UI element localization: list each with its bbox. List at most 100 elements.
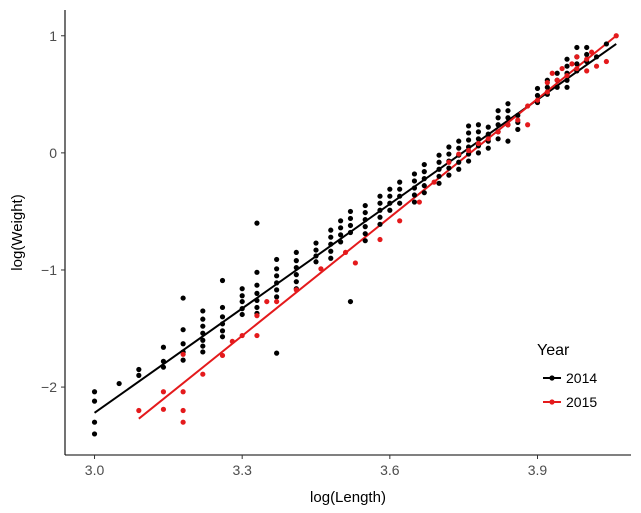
data-point-2015 [180,389,186,395]
data-point-2015 [589,49,595,55]
data-point-2014 [239,298,245,305]
data-point-2015 [200,371,206,377]
data-point-2014 [603,41,609,47]
data-point-2014 [338,218,344,224]
data-point-2015 [475,140,482,147]
data-point-2014 [584,51,590,58]
data-point-2014 [293,272,299,278]
data-point-2014 [347,298,354,305]
data-point-2014 [574,61,580,67]
axes: 3.0 3.3 3.6 3.9 −2 −1 0 1 log(Length) log(Weight) [9,10,631,506]
data-point-2014 [436,166,442,172]
data-point-2014 [544,84,550,90]
data-point-2014 [446,144,452,150]
legend-title: Year [537,342,570,359]
data-point-2014 [362,217,368,223]
data-point-2014 [421,169,427,175]
data-point-2015 [160,389,167,395]
data-point-2014 [411,192,418,198]
data-point-2015 [264,298,270,305]
data-point-2014 [254,269,260,275]
data-point-2014 [254,282,260,288]
data-point-2015 [495,129,501,135]
data-point-2014 [397,186,403,192]
data-point-2014 [328,241,334,247]
data-point-2014 [377,221,383,227]
data-point-2015 [549,70,555,76]
data-point-2014 [436,173,442,179]
data-point-2014 [313,253,319,259]
data-point-2015 [446,159,452,165]
data-point-2014 [534,85,541,92]
data-point-2014 [328,234,334,240]
data-point-2014 [411,199,418,205]
data-point-2015 [229,338,235,345]
data-point-2014 [200,337,206,343]
data-point-2014 [362,238,368,244]
data-point-2014 [554,84,560,90]
data-point-2015 [274,298,280,305]
data-point-2015 [544,80,550,86]
data-point-2014 [160,344,167,350]
data-point-2014 [136,372,142,378]
data-point-2014 [200,343,206,349]
legend-label-2014: 2014 [566,370,597,386]
data-point-2015 [318,266,324,272]
data-point-2014 [274,266,280,272]
data-point-2015 [505,122,511,128]
data-point-2014 [397,200,403,206]
data-point-2014 [91,398,98,404]
data-point-2015 [569,61,575,67]
data-point-2014 [91,431,98,437]
legend-key-point-2015 [549,399,555,405]
data-point-2015 [485,136,491,142]
data-point-2014 [377,207,383,213]
data-point-2014 [200,308,206,314]
data-point-2014 [254,220,260,226]
data-point-2014 [564,84,570,90]
data-point-2014 [584,44,590,51]
data-point-2014 [465,123,472,129]
data-point-2014 [293,265,299,271]
data-point-2014 [313,240,319,246]
data-point-2014 [328,248,334,254]
data-point-2014 [505,108,511,114]
data-point-2014 [387,200,393,206]
legend-key-point-2014 [549,375,555,381]
data-point-2014 [446,172,452,178]
x-tick-label: 3.9 [528,462,548,478]
data-point-2014 [465,137,472,143]
data-point-2014 [465,130,472,136]
data-point-2014 [254,304,260,311]
data-point-2014 [200,330,206,336]
data-point-2014 [397,193,403,199]
data-point-2014 [347,229,354,236]
x-tick-label: 3.6 [380,462,400,478]
y-tick-label: −2 [41,379,57,395]
data-point-2015 [603,58,609,65]
data-point-2015 [574,54,580,60]
data-point-2014 [293,249,299,256]
data-point-2014 [362,224,368,230]
legend-label-2015: 2015 [566,394,597,410]
data-point-2014 [347,215,354,222]
data-point-2014 [446,151,452,157]
data-point-2014 [554,70,560,76]
data-point-2014 [328,227,334,233]
data-point-2014 [338,232,344,238]
data-point-2014 [495,115,501,121]
data-point-2014 [328,255,334,261]
data-point-2014 [421,161,427,168]
data-point-2015 [584,68,590,74]
data-point-2014 [485,145,491,151]
data-point-2015 [180,419,186,425]
data-point-2014 [293,258,299,264]
data-point-2014 [362,209,368,216]
data-point-2014 [219,304,226,311]
data-point-2014 [274,287,280,293]
data-points [91,33,619,437]
data-point-2014 [362,231,368,237]
data-point-2015 [342,249,349,256]
data-point-2014 [239,311,245,318]
